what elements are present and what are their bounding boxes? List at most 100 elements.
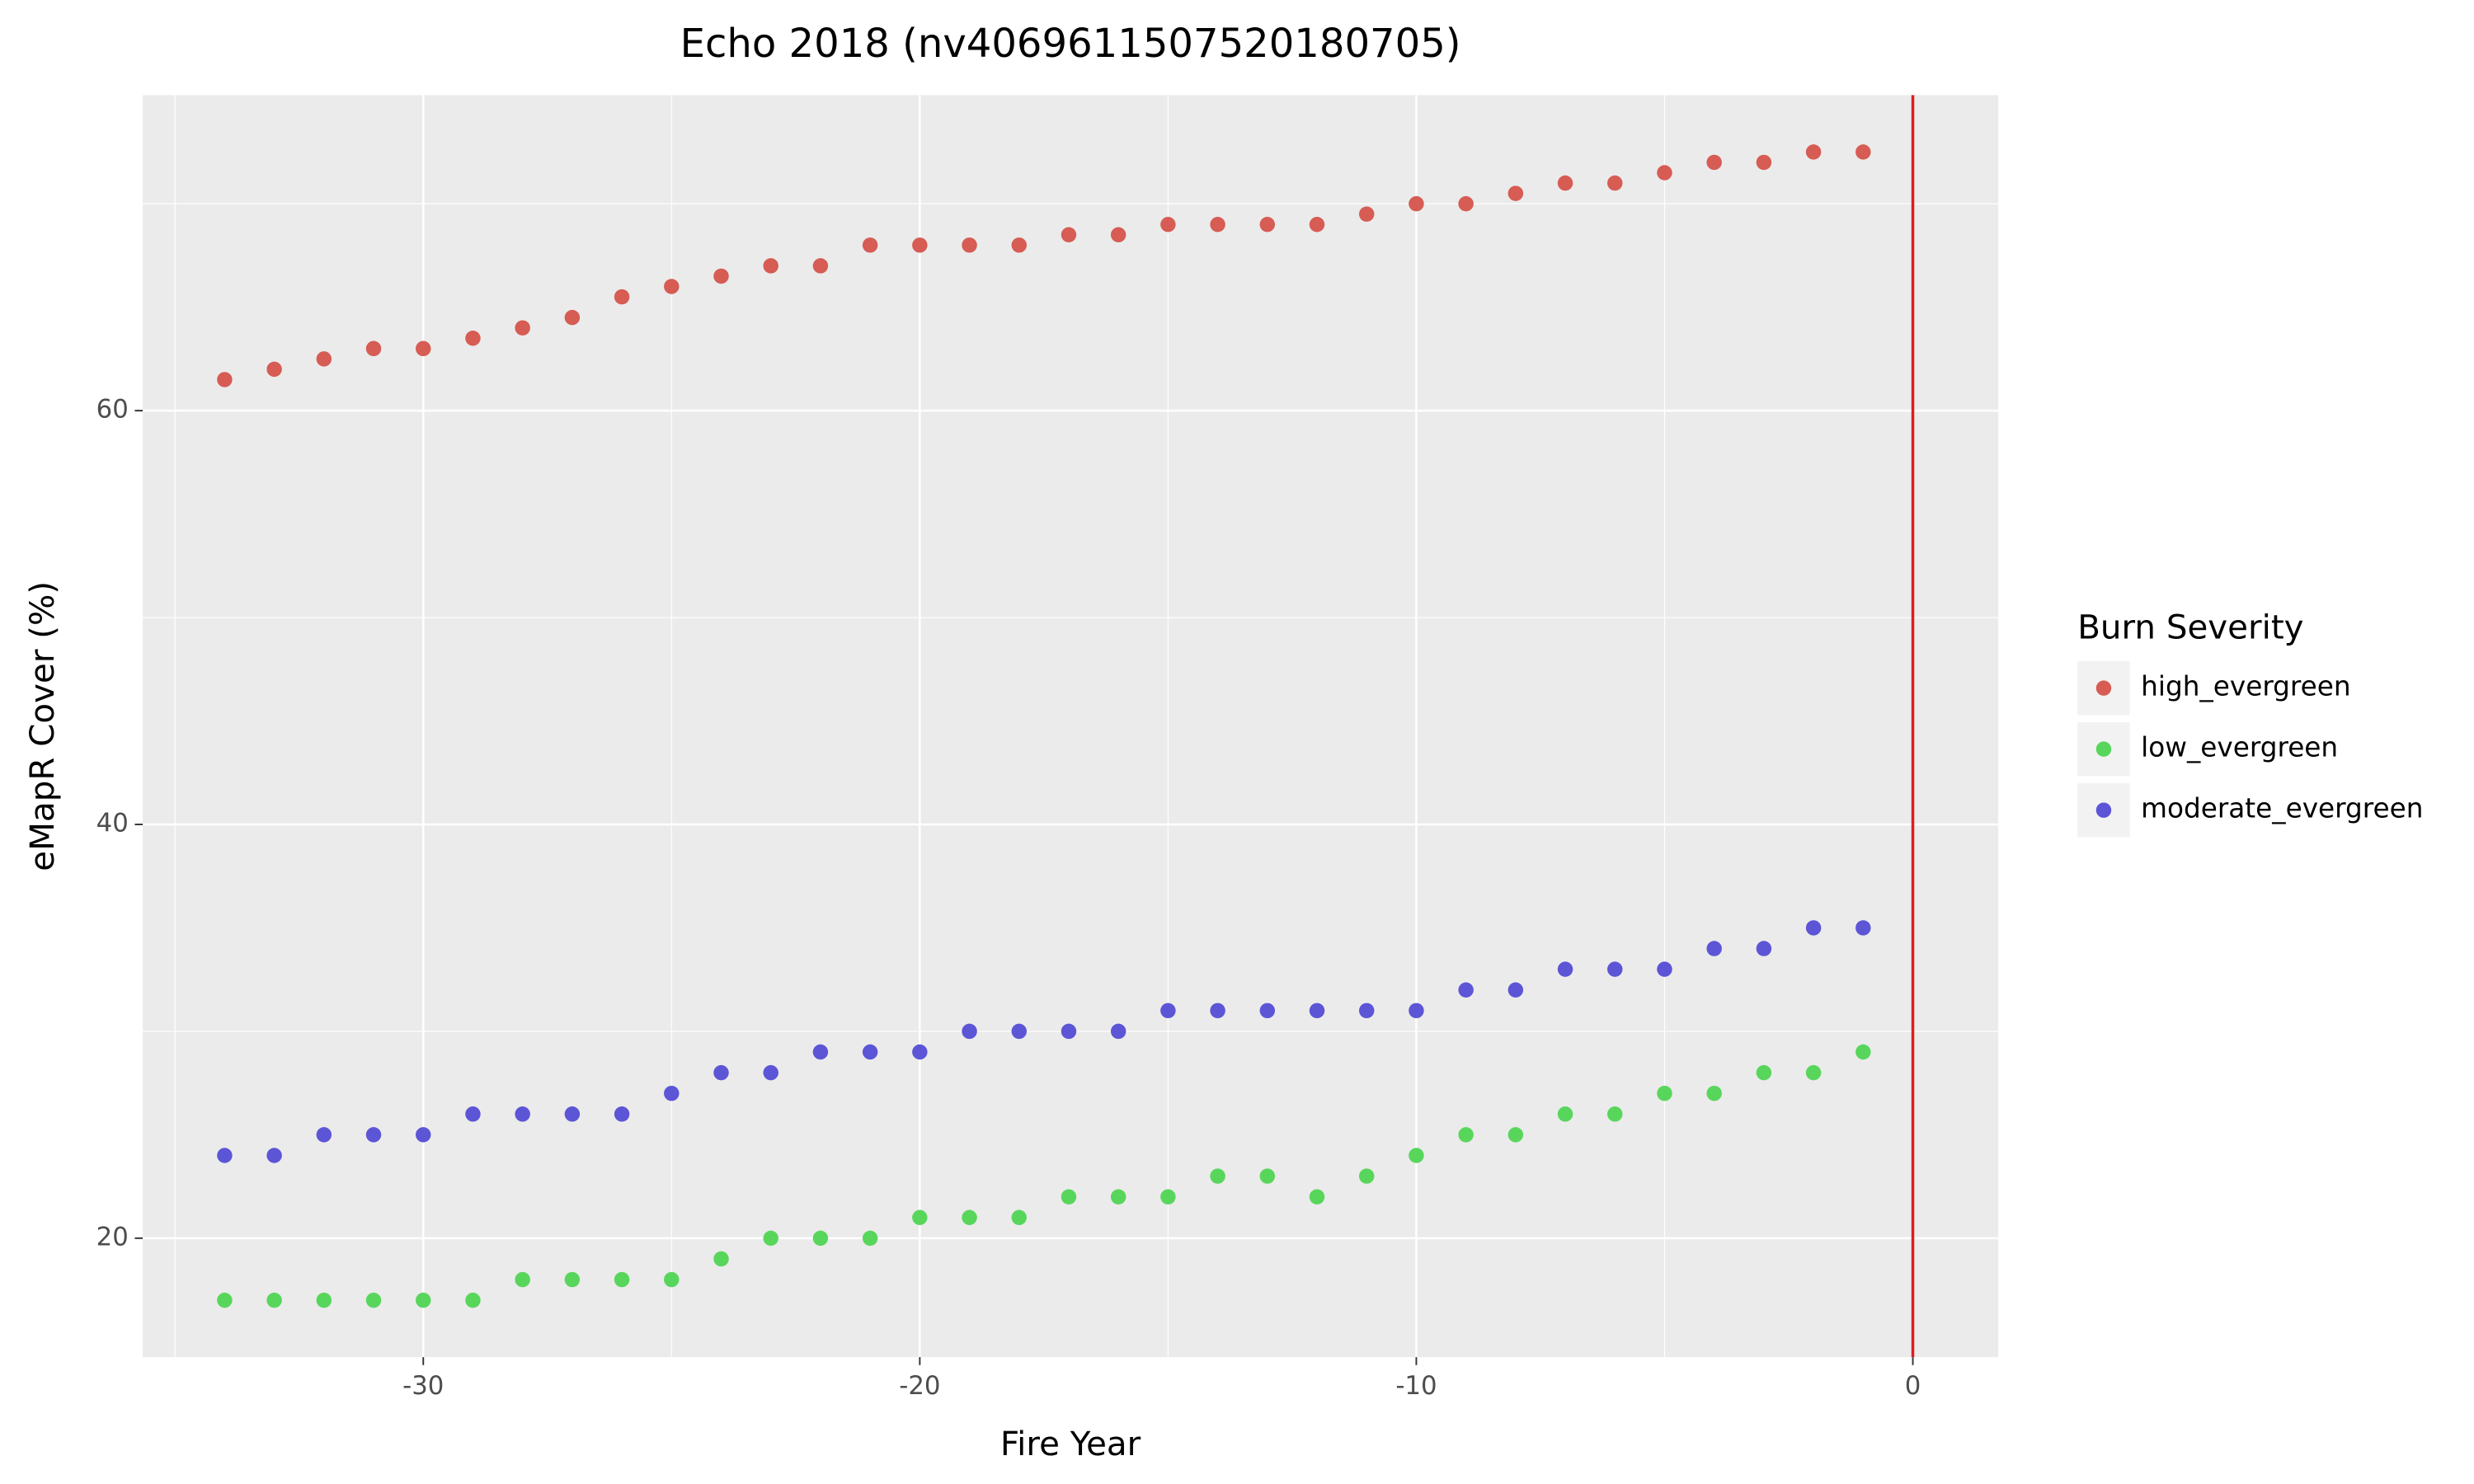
point <box>1805 920 1822 936</box>
point <box>1657 1085 1672 1101</box>
point <box>962 237 977 253</box>
point <box>664 1271 680 1288</box>
point <box>1856 1044 1871 1060</box>
point <box>1259 1168 1276 1184</box>
point <box>763 258 778 274</box>
y-tick-label: 40 <box>96 808 129 838</box>
point <box>812 1230 829 1247</box>
point <box>1110 1023 1126 1040</box>
point <box>1061 1023 1077 1040</box>
point <box>1358 1003 1375 1019</box>
point <box>614 1271 630 1288</box>
point <box>564 309 581 326</box>
point <box>1856 144 1871 160</box>
plot-panel <box>143 95 1999 1358</box>
point <box>1557 1106 1573 1122</box>
point <box>515 1271 530 1288</box>
point <box>1309 1189 1325 1205</box>
point <box>515 320 530 336</box>
point <box>1507 1127 1524 1143</box>
point <box>365 1127 382 1143</box>
point <box>1309 216 1325 232</box>
point <box>812 1044 829 1060</box>
point <box>266 361 282 378</box>
point <box>1110 227 1126 243</box>
point <box>1607 1106 1623 1122</box>
point <box>1706 1085 1722 1101</box>
y-tick-label: 60 <box>96 395 129 425</box>
point <box>1557 961 1573 977</box>
point <box>912 237 928 253</box>
point <box>664 279 680 294</box>
point <box>465 1106 481 1122</box>
point <box>1607 961 1623 977</box>
point <box>365 340 382 357</box>
chart-title: Echo 2018 (nv4069611507520180705) <box>680 21 1461 67</box>
point <box>1409 1003 1424 1019</box>
y-axis-label: eMapR Cover (%) <box>23 581 62 871</box>
point <box>1210 1168 1225 1184</box>
point <box>862 1044 878 1060</box>
point <box>614 1106 630 1122</box>
point <box>614 289 630 305</box>
point <box>266 1292 282 1308</box>
point <box>1856 920 1871 936</box>
legend-marker <box>2095 802 2112 818</box>
point <box>962 1209 977 1225</box>
point <box>365 1292 382 1308</box>
point <box>416 340 431 357</box>
legend-marker <box>2095 741 2112 757</box>
point <box>465 1292 481 1308</box>
point <box>912 1209 928 1225</box>
point <box>1259 1003 1276 1019</box>
point <box>217 1148 233 1163</box>
point <box>416 1292 431 1308</box>
point <box>1110 1189 1126 1205</box>
legend-title: Burn Severity <box>2077 608 2303 646</box>
point <box>962 1023 977 1040</box>
point <box>1706 154 1722 171</box>
point <box>416 1127 431 1143</box>
point <box>1160 1189 1176 1205</box>
point <box>1805 144 1822 160</box>
point <box>1309 1003 1325 1019</box>
point <box>1011 237 1027 253</box>
point <box>1607 175 1623 191</box>
point <box>713 1064 729 1081</box>
point <box>1409 1148 1424 1163</box>
point <box>763 1230 778 1247</box>
point <box>713 1251 729 1267</box>
point <box>862 237 878 253</box>
point <box>763 1064 778 1081</box>
point <box>1805 1064 1822 1081</box>
point <box>1011 1209 1027 1225</box>
legend-label: high_evergreen <box>2141 671 2350 702</box>
x-tick-label: -20 <box>899 1371 940 1401</box>
point <box>564 1271 581 1288</box>
point <box>316 1292 332 1308</box>
point <box>316 351 332 367</box>
point <box>1259 216 1276 232</box>
point <box>1160 1003 1176 1019</box>
point <box>1061 1189 1077 1205</box>
point <box>1657 165 1672 181</box>
point <box>1458 982 1474 998</box>
y-tick-label: 20 <box>96 1222 129 1252</box>
point <box>1507 186 1524 201</box>
point <box>1409 195 1424 212</box>
x-tick-label: 0 <box>1905 1371 1921 1401</box>
point <box>465 331 481 346</box>
point <box>1706 941 1722 956</box>
point <box>1756 1064 1772 1081</box>
point <box>664 1085 680 1101</box>
point <box>1210 216 1225 232</box>
legend-label: moderate_evergreen <box>2141 793 2423 824</box>
point <box>812 258 829 274</box>
x-tick-label: -30 <box>402 1371 444 1401</box>
point <box>1358 206 1375 222</box>
point <box>217 372 233 387</box>
point <box>266 1148 282 1163</box>
point <box>862 1230 878 1247</box>
point <box>1507 982 1524 998</box>
